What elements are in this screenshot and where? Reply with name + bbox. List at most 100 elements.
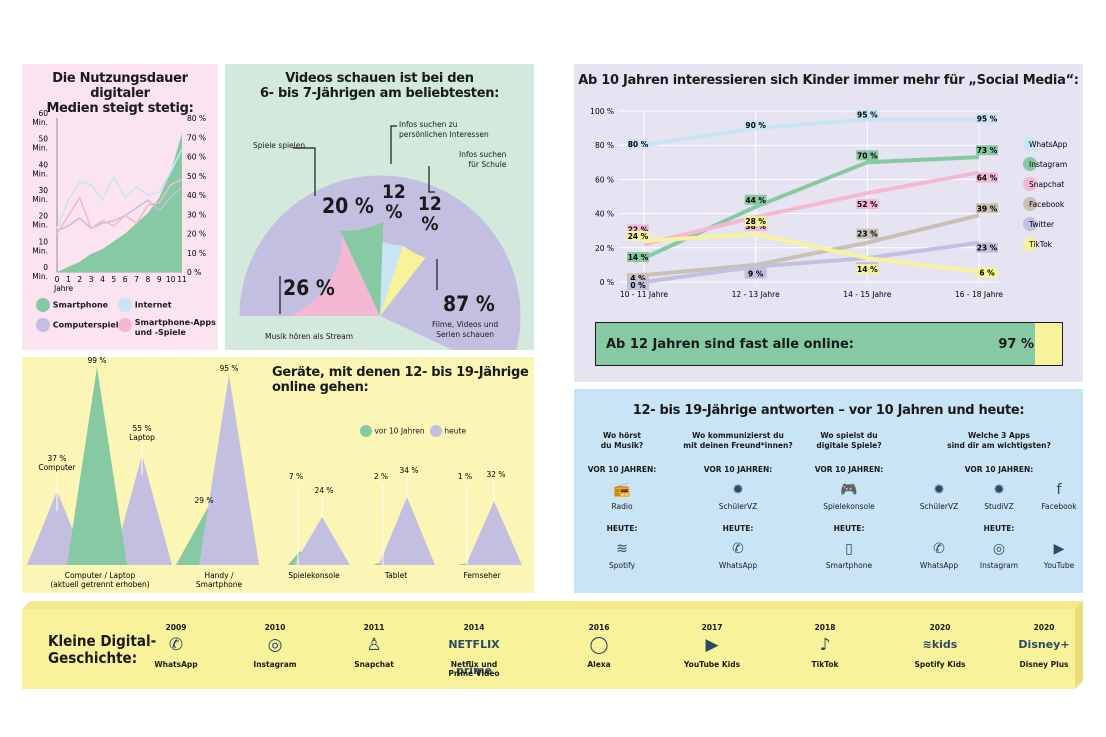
schuelervz-icon: ✹ xyxy=(732,482,744,498)
right-tick-label: 20 % xyxy=(187,230,206,239)
pie-label-interest-l1: Infos suchen zu xyxy=(399,120,458,129)
social-legend-label: TikTok xyxy=(1028,240,1053,249)
tri-today-tablet xyxy=(379,497,435,565)
leader-line-school xyxy=(428,166,435,193)
app-label: StudiVZ xyxy=(984,502,1014,511)
app-label: Instagram xyxy=(979,561,1019,570)
social-data-label: 23 % xyxy=(857,230,878,239)
then-now-title: 12- bis 19-Jährige antworten – vor 10 Ja… xyxy=(632,403,1025,418)
left-tick-label: 0 xyxy=(43,263,48,272)
label-before-fernseher: 1 % xyxy=(458,472,472,481)
before-heading: VOR 10 JAHREN: xyxy=(703,465,773,474)
line-instagram xyxy=(643,155,980,260)
legend-label-computer: Computerspiele xyxy=(52,320,124,330)
social-legend-swatch xyxy=(1023,237,1037,251)
legend-smartphone: Smartphone xyxy=(36,298,108,312)
timeline-label: Snapchat xyxy=(354,660,394,669)
timeline-year: 2009 xyxy=(165,623,187,632)
question-line2: mit deinen Freund*innen? xyxy=(683,441,793,450)
panel-devices: Geräte, mit denen 12- bis 19-Jährige onl… xyxy=(22,357,534,593)
social-label-bg xyxy=(744,268,767,279)
pie-value-school: 12 % xyxy=(418,194,442,234)
app-entry: ▯ Smartphone xyxy=(804,539,894,570)
pie-value-games: 20 % xyxy=(322,194,374,218)
pie-title-line2: 6- bis 7-Jährigen am beliebtesten: xyxy=(259,86,500,101)
social-x-tick: 10 - 11 Jahre xyxy=(620,290,668,299)
app-entry: ✹ SchülerVZ xyxy=(909,480,969,511)
legend-swatch-apps xyxy=(118,318,132,332)
social-data-label: 24 % xyxy=(628,232,649,241)
legend-label-apps-l2: und -Spiele xyxy=(134,328,186,337)
panel-usage-duration: Die Nutzungsdauer digitaler Medien steig… xyxy=(22,64,218,350)
device-category-label-2: (aktuell getrennt erhoben) xyxy=(50,580,149,589)
app-label: WhatsApp xyxy=(718,561,758,570)
timeline-item: 2009 ✆ WhatsApp xyxy=(131,623,221,669)
left-tick-unit: Min. xyxy=(32,246,48,255)
app-entry: f Facebook xyxy=(1029,480,1089,511)
app-entry: ✹ StudiVZ xyxy=(969,480,1029,511)
then-now-column: Wo hörst du Musik? VOR 10 JAHREN: 📻 Radio HEU… xyxy=(577,431,667,579)
left-tick-unit: Min. xyxy=(32,118,48,127)
social-data-label: 38 % xyxy=(745,222,766,231)
pie-value-music: 26 % xyxy=(283,276,335,300)
social-label-bg xyxy=(627,252,649,263)
legend-swatch-today xyxy=(430,425,442,437)
pie-label-music: Musik hören als Stream xyxy=(265,332,354,341)
panel-social-media: Ab 10 Jahren interessieren sich Kinder i… xyxy=(574,64,1083,382)
right-tick-label: 30 % xyxy=(187,210,206,219)
timeline-item: 2020 ≋kids Spotify Kids xyxy=(895,623,985,669)
social-data-label: 52 % xyxy=(857,200,878,209)
legend-computerspiele: Computerspiele xyxy=(36,318,124,332)
social-data-label: 70 % xyxy=(857,151,878,160)
then-now-column: Wo kommunizierst du mit deinen Freund*inn… xyxy=(673,431,803,579)
app-label: Radio xyxy=(611,502,633,511)
usage-title-line1: Die Nutzungsdauer digitaler xyxy=(52,71,188,101)
timeline-title: Kleine Digital- Geschichte: xyxy=(48,633,156,667)
social-legend-label: Facebook xyxy=(1029,200,1065,209)
social-data-label: 23 % xyxy=(977,244,998,253)
pie-label-video: Filme, Videos und Serien schauen xyxy=(432,320,498,340)
social-legend-label: Snapchat xyxy=(1029,180,1064,189)
right-tick-label: 0 % xyxy=(187,268,201,277)
label-before-handy: 29 % xyxy=(194,496,213,505)
leader-line-interest xyxy=(390,125,397,164)
timeline-year: 2020 xyxy=(1033,623,1055,632)
label-today-tablet: 34 % xyxy=(399,466,418,475)
timeline-label-2: Prime Video xyxy=(448,669,500,678)
app-label: Facebook xyxy=(1041,502,1077,511)
left-tick-unit: Min. xyxy=(32,272,48,281)
timeline-item: 2016 ◯ Alexa xyxy=(554,623,644,669)
timeline-label: Disney Plus xyxy=(1019,660,1069,669)
pie-value-video: 87 % xyxy=(443,292,495,316)
legend-swatch-computer xyxy=(36,318,50,332)
pie-label-school-l1: Infos suchen xyxy=(459,150,507,159)
question-line2: du Musik? xyxy=(600,441,644,450)
youtube-kids-icon: ▶ xyxy=(705,635,719,655)
devices-title-line2: online gehen: xyxy=(272,380,369,395)
pie-label-interest: Infos suchen zu persönlichen Interessen xyxy=(399,120,489,140)
tri-today-laptop xyxy=(112,455,172,565)
social-label-bg xyxy=(976,172,998,183)
legend-internet: Internet xyxy=(118,298,172,312)
label-before-computer: 99 % xyxy=(87,357,106,365)
left-tick-unit: Min. xyxy=(32,221,48,230)
pie-value-interest-num: 12 xyxy=(382,181,406,203)
disney-plus-icon: Disney+ xyxy=(1018,638,1070,651)
app-entry: ✆ WhatsApp xyxy=(909,539,969,570)
social-label-bg xyxy=(627,230,649,241)
x-tick-label: 8 xyxy=(146,275,151,284)
social-label-bg xyxy=(976,267,998,278)
usage-title-line2: Medien steigt stetig: xyxy=(46,101,194,116)
computerspiele-line xyxy=(56,186,183,232)
app-entry: 📻 Radio xyxy=(577,480,667,511)
social-legend-swatch xyxy=(1023,157,1037,171)
left-tick-unit: Min. xyxy=(32,195,48,204)
app-entry: ▶ YouTube xyxy=(1029,539,1089,570)
device-category-label: Computer / Laptop xyxy=(65,571,136,580)
app-entry: ◎ Instagram xyxy=(969,539,1029,570)
x-tick-label: 10 xyxy=(166,275,176,284)
right-tick-label: 60 % xyxy=(187,153,206,162)
left-tick-label: 60 xyxy=(38,109,48,118)
leader-line-games xyxy=(293,147,316,196)
pie-slice-school xyxy=(380,245,426,316)
